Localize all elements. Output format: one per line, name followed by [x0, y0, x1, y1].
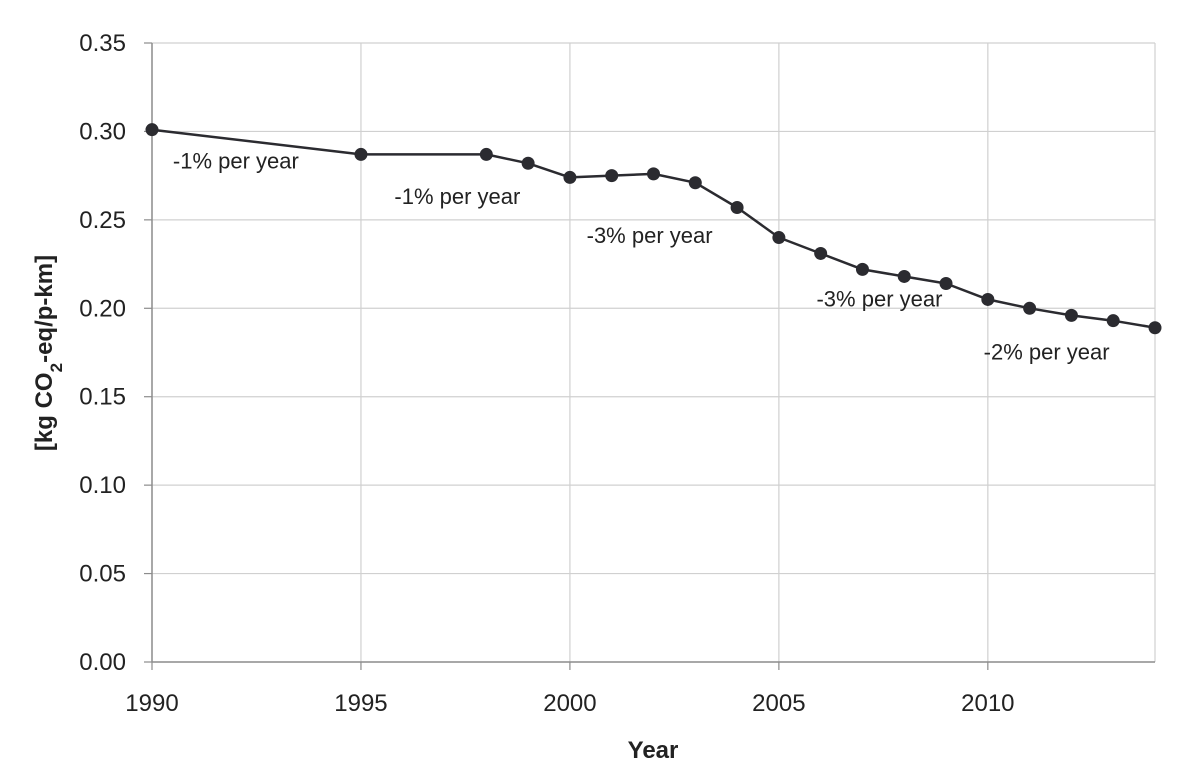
x-tick-label: 1995 — [334, 690, 387, 717]
y-tick-label: 0.00 — [79, 649, 126, 676]
y-axis-title-prefix: [kg CO — [31, 372, 58, 451]
data-point — [479, 147, 493, 161]
data-point — [939, 277, 953, 291]
y-tick-label: 0.25 — [79, 207, 126, 234]
rate-annotation: -2% per year — [984, 340, 1110, 365]
data-point — [772, 231, 786, 245]
y-tick-label: 0.30 — [79, 118, 126, 145]
data-point — [354, 147, 368, 161]
data-point — [688, 176, 702, 190]
x-tick-labels: 1990 1995 2000 2005 2010 — [125, 690, 1014, 717]
rate-annotation: -1% per year — [173, 149, 299, 174]
data-point — [814, 246, 828, 260]
x-tick-label: 2005 — [752, 690, 805, 717]
annotations: -1% per year -1% per year -3% per year -3% … — [173, 149, 1110, 365]
x-tick-label: 1990 — [125, 690, 178, 717]
data-point — [605, 169, 619, 183]
data-point — [981, 292, 995, 306]
y-axis-title: [kg CO2-eq/p-km] — [31, 255, 66, 451]
data-point — [521, 156, 535, 170]
x-tick-label: 2010 — [961, 690, 1014, 717]
series — [145, 123, 1162, 335]
y-tick-labels: 0.00 0.05 0.10 0.15 0.20 0.25 0.30 0.35 — [79, 30, 126, 676]
data-point — [647, 167, 660, 181]
data-point — [855, 262, 869, 276]
rate-annotation: -1% per year — [394, 184, 520, 209]
data-point — [145, 123, 159, 137]
data-point — [1023, 301, 1037, 315]
y-tick-label: 0.20 — [79, 295, 126, 322]
data-point — [563, 170, 577, 184]
grid-lines — [152, 42, 1156, 662]
y-tick-label: 0.10 — [79, 472, 126, 499]
y-tick-label: 0.15 — [79, 384, 126, 411]
rate-annotation: -3% per year — [816, 287, 942, 312]
y-axis-title-subscript: 2 — [47, 363, 66, 372]
data-point — [1106, 314, 1120, 328]
y-tick-label: 0.35 — [79, 30, 126, 57]
axes — [144, 42, 1155, 670]
data-point — [730, 200, 744, 214]
data-point — [897, 269, 911, 283]
x-tick-label: 2000 — [543, 690, 596, 717]
data-point — [1148, 321, 1162, 335]
data-point — [1064, 308, 1078, 322]
y-tick-label: 0.05 — [79, 561, 126, 588]
rate-annotation: -3% per year — [587, 223, 713, 248]
y-axis-title-suffix: -eq/p-km] — [31, 255, 58, 363]
x-axis-title: Year — [628, 737, 679, 764]
